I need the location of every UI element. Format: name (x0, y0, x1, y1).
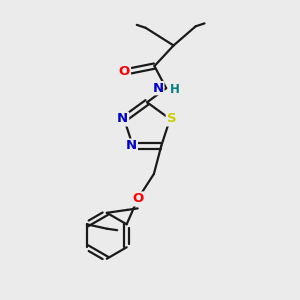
Text: O: O (119, 65, 130, 79)
Text: S: S (167, 112, 176, 125)
Text: N: N (153, 82, 164, 95)
Text: H: H (169, 83, 179, 96)
Text: N: N (117, 112, 128, 125)
Text: N: N (126, 140, 137, 152)
Text: O: O (132, 193, 143, 206)
